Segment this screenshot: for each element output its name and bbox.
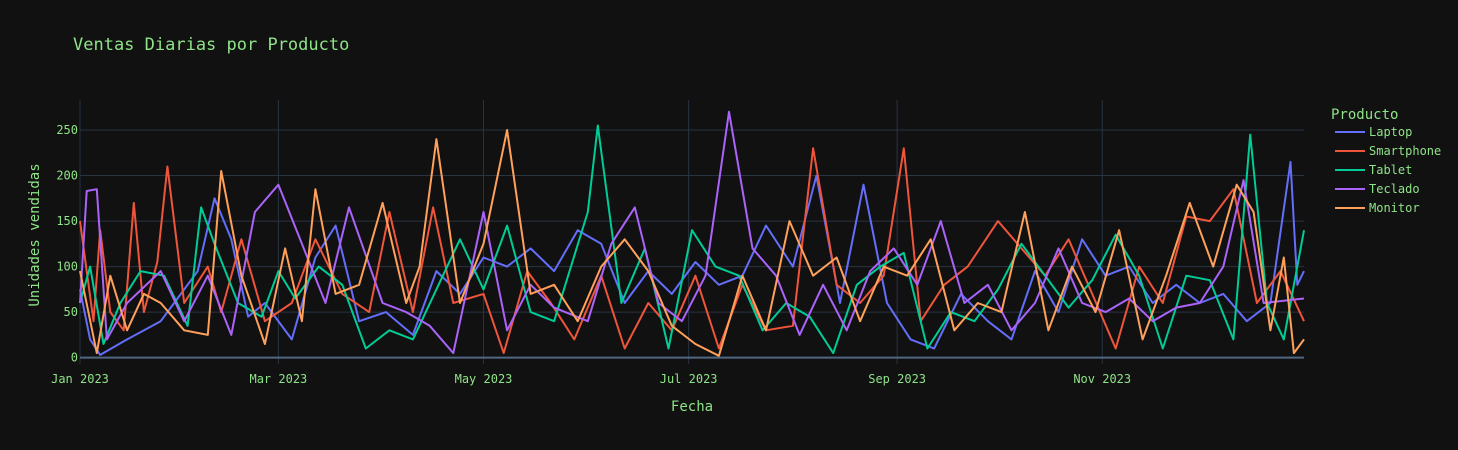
x-tick-label: Nov 2023: [1073, 372, 1131, 386]
y-axis-ticks: 0 50 100 150 200 250: [56, 123, 78, 365]
legend-title: Producto: [1331, 107, 1398, 123]
legend-label: Teclado: [1369, 182, 1420, 196]
series-line-tablet: [79, 124, 1305, 355]
series-line-smartphone: [79, 147, 1305, 355]
legend-label: Tablet: [1369, 163, 1412, 177]
legend-item-laptop[interactable]: Laptop: [1335, 125, 1412, 139]
legend-item-smartphone[interactable]: Smartphone: [1335, 144, 1441, 158]
series-line-monitor: [79, 129, 1305, 357]
legend-label: Smartphone: [1369, 144, 1441, 158]
y-tick-label: 150: [56, 214, 78, 228]
y-tick-label: 50: [64, 305, 78, 319]
legend-item-teclado[interactable]: Teclado: [1335, 182, 1420, 196]
y-tick-label: 200: [56, 169, 78, 183]
x-tick-label: Jan 2023: [51, 372, 109, 386]
x-axis-title: Fecha: [671, 399, 713, 415]
series-line-teclado: [79, 110, 1305, 355]
legend-label: Monitor: [1369, 201, 1420, 215]
series-lines: [79, 110, 1305, 357]
chart-title: Ventas Diarias por Producto: [73, 35, 349, 55]
x-tick-label: May 2023: [455, 372, 513, 386]
legend[interactable]: Producto Laptop Smartphone Tablet Teclado Mo…: [1331, 107, 1441, 215]
legend-item-tablet[interactable]: Tablet: [1335, 163, 1412, 177]
series-line-laptop: [79, 160, 1305, 356]
legend-item-monitor[interactable]: Monitor: [1335, 201, 1420, 215]
y-tick-label: 100: [56, 260, 78, 274]
x-tick-label: Sep 2023: [868, 372, 926, 386]
legend-label: Laptop: [1369, 125, 1412, 139]
y-axis-title: Unidades vendidas: [27, 163, 43, 306]
x-tick-label: Mar 2023: [249, 372, 307, 386]
x-tick-label: Jul 2023: [660, 372, 718, 386]
x-axis-ticks: Jan 2023 Mar 2023 May 2023 Jul 2023 Sep 2023…: [51, 372, 1131, 386]
y-tick-label: 0: [71, 351, 78, 365]
y-tick-label: 250: [56, 123, 78, 137]
